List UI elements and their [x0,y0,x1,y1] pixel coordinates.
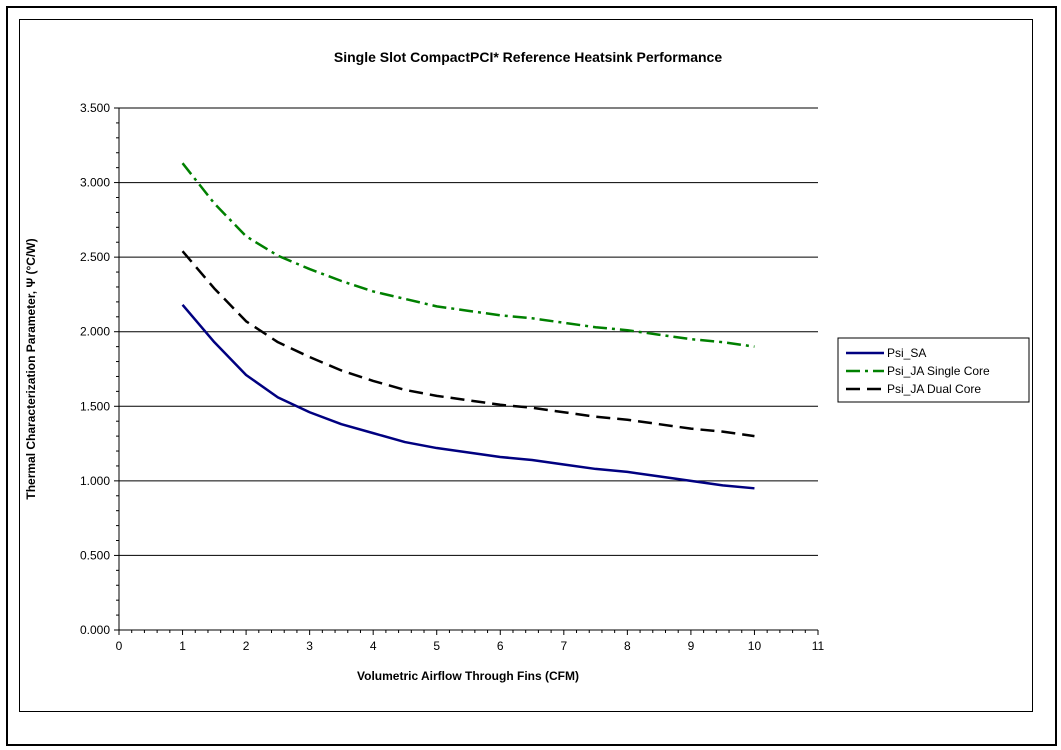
y-tick-label: 0.000 [80,623,110,637]
legend: Psi_SA Psi_JA Single Core Psi_JA Dual Core [837,337,1030,403]
series-line-2 [181,162,755,348]
x-tick-label: 11 [812,639,825,653]
x-tick-label: 3 [306,639,313,653]
x-tick-label: 4 [370,639,377,653]
y-tick-label: 2.500 [80,250,110,264]
plot-area [119,108,818,630]
chart-area [19,19,1033,712]
outer-frame [6,6,1057,746]
x-tick-label: 9 [688,639,695,653]
x-tick-label: 0 [116,639,123,653]
x-tick-label: 7 [560,639,567,653]
y-tick-label: 1.500 [80,399,110,413]
y-axis-title: Thermal Characterization Parameter, Ψ (°… [24,238,38,499]
y-tick-label: 2.000 [80,325,110,339]
legend-label: Psi_SA [887,346,926,360]
series-line-1 [181,304,755,490]
legend-label: Psi_JA Single Core [887,364,990,378]
x-tick-label: 6 [497,639,504,653]
y-tick-label: 0.500 [80,548,110,562]
x-tick-label: 10 [748,639,762,653]
tick-labels: 0 1 2 3 4 5 6 7 8 9 10 11 0.000 0.500 1.000 1.500 2.000 2… [80,101,825,653]
x-tick-label: 2 [243,639,250,653]
x-tick-label: 1 [179,639,186,653]
legend-box [837,337,1030,403]
x-tick-label: 5 [433,639,440,653]
gridlines [119,107,818,556]
series-line-3 [181,250,755,438]
x-axis-title: Volumetric Airflow Through Fins (CFM) [357,669,579,683]
y-tick-label: 3.000 [80,176,110,190]
y-tick-label: 1.000 [80,474,110,488]
y-tick-label: 3.500 [80,101,110,115]
chart-title: Single Slot CompactPCI* Reference Heatsi… [334,49,722,65]
x-tick-label: 8 [624,639,631,653]
axes [114,107,819,635]
legend-label: Psi_JA Dual Core [887,382,981,396]
series-lines [181,162,755,490]
